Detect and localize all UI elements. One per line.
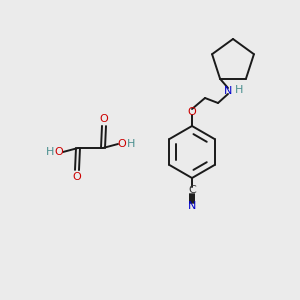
Text: N: N xyxy=(188,201,196,211)
Text: O: O xyxy=(188,107,196,117)
Text: O: O xyxy=(73,172,81,182)
Text: C: C xyxy=(188,185,196,195)
Text: O: O xyxy=(100,114,108,124)
Text: H: H xyxy=(127,139,135,149)
Text: O: O xyxy=(55,147,63,157)
Text: N: N xyxy=(224,86,232,96)
Text: O: O xyxy=(118,139,126,149)
Text: H: H xyxy=(46,147,54,157)
Text: H: H xyxy=(235,85,243,95)
